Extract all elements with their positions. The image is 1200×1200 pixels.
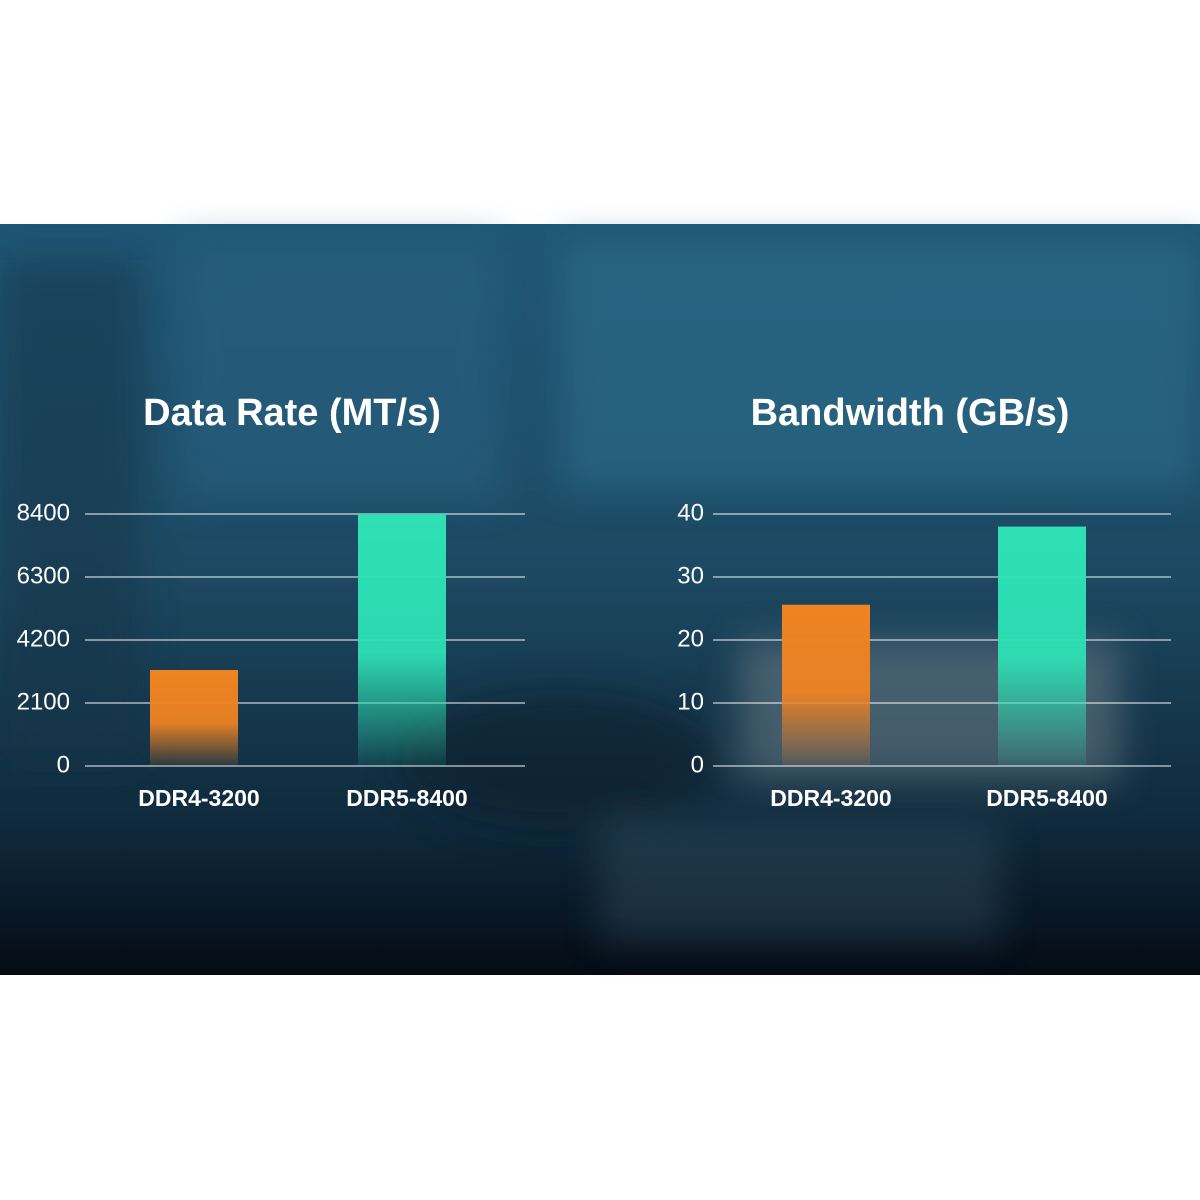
chart-title: Bandwidth (GB/s) — [751, 392, 1070, 434]
y-tick-label: 20 — [677, 625, 704, 652]
y-tick-label: 4200 — [17, 625, 70, 652]
y-tick-label: 30 — [677, 562, 704, 589]
y-tick-label: 2100 — [17, 688, 70, 715]
y-tick-label: 10 — [677, 688, 704, 715]
bar — [998, 526, 1086, 766]
x-tick-label: DDR5-8400 — [986, 785, 1107, 811]
y-tick-label: 0 — [57, 751, 70, 778]
y-tick-label: 40 — [677, 499, 704, 526]
bar — [358, 514, 446, 766]
x-tick-label: DDR4-3200 — [138, 785, 259, 811]
y-tick-label: 0 — [691, 751, 704, 778]
x-tick-label: DDR4-3200 — [770, 785, 891, 811]
x-tick-label: DDR5-8400 — [346, 785, 467, 811]
chart-title: Data Rate (MT/s) — [143, 392, 441, 434]
y-tick-label: 6300 — [17, 562, 70, 589]
bar — [782, 604, 870, 766]
y-tick-label: 8400 — [17, 499, 70, 526]
bar — [150, 670, 238, 766]
